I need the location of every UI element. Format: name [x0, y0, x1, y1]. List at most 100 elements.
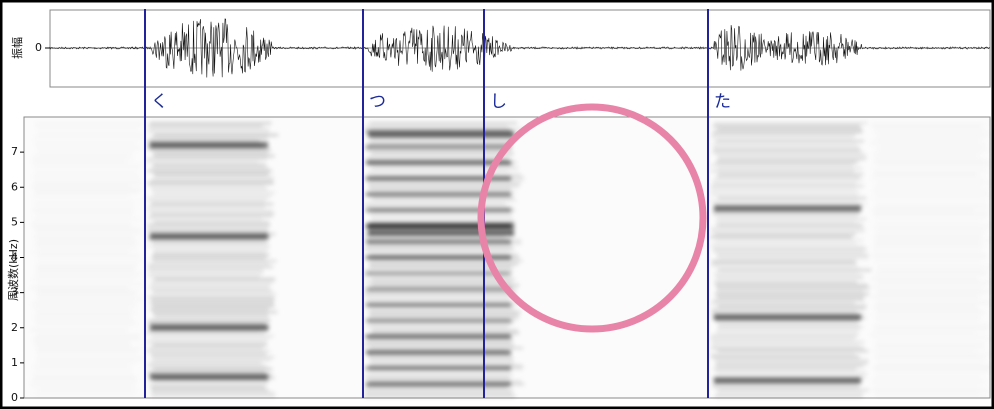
y-tick-label: 0 — [11, 391, 18, 404]
spectral-band — [33, 137, 142, 139]
spectral-band — [35, 230, 140, 232]
spectral-band — [35, 368, 132, 370]
spectral-band — [870, 335, 987, 337]
segment-label: し — [490, 92, 507, 112]
spectral-band — [712, 308, 865, 310]
spectral-band — [716, 284, 868, 286]
spectral-band — [35, 170, 137, 172]
waveform-y-label: 振幅 — [10, 37, 24, 59]
spectral-band — [872, 287, 982, 289]
spectral-band — [37, 362, 136, 364]
spectral-band — [151, 257, 265, 259]
spectral-band — [717, 224, 863, 226]
spectral-band — [34, 245, 135, 247]
y-tick-label: 3 — [11, 286, 18, 299]
spectral-band — [32, 305, 136, 307]
spectral-band — [152, 191, 275, 193]
spectral-band — [365, 248, 514, 250]
spectral-band — [148, 170, 272, 172]
spectral-band — [38, 131, 143, 133]
spectral-band — [31, 251, 129, 253]
spectral-band — [366, 296, 515, 298]
spectral-band — [154, 134, 278, 136]
spectral-band — [36, 275, 140, 277]
spectral-band — [711, 230, 865, 232]
spectral-band — [365, 125, 508, 127]
spectral-band — [370, 140, 512, 142]
spectral-band — [876, 194, 993, 196]
spectral-band — [711, 227, 864, 229]
spectral-band — [38, 281, 143, 283]
spectral-band — [148, 296, 274, 298]
y-tick-label: 6 — [11, 180, 18, 193]
spectral-band — [33, 140, 140, 142]
spectral-band — [368, 290, 515, 292]
spectral-band — [369, 263, 518, 265]
spectral-band — [38, 152, 134, 154]
spectral-band — [717, 323, 858, 325]
spectral-band — [717, 218, 866, 220]
spectral-band — [154, 176, 274, 178]
spectral-band — [371, 332, 519, 334]
spectral-band — [368, 353, 510, 355]
spectral-band — [34, 149, 140, 151]
spectral-band — [877, 233, 984, 235]
spectral-band — [368, 185, 519, 187]
spectral-band — [873, 389, 988, 391]
spectral-band — [716, 320, 858, 322]
spectral-band — [366, 149, 507, 151]
spectral-band — [33, 194, 129, 196]
spectral-band — [711, 311, 856, 313]
spectral-band — [369, 380, 521, 382]
spectral-band — [871, 125, 982, 127]
spectral-band — [873, 275, 984, 277]
spectral-band — [716, 365, 864, 367]
spectral-band — [32, 188, 141, 190]
spectral-band — [151, 356, 274, 358]
spectral-band — [148, 371, 265, 373]
spectral-band — [152, 335, 274, 337]
spectral-band — [716, 161, 858, 163]
spectral-band — [371, 308, 515, 310]
spectral-band — [372, 191, 516, 193]
spectral-band — [38, 254, 139, 256]
spectral-band — [715, 293, 869, 295]
spectral-band — [32, 155, 130, 157]
spectral-band — [148, 320, 270, 322]
spectral-band — [148, 230, 268, 232]
spectral-band — [716, 332, 860, 334]
spectral-band — [870, 209, 975, 211]
spectral-band — [877, 182, 994, 184]
spectral-band — [152, 299, 275, 301]
spectral-band — [371, 257, 519, 259]
spectral-band — [151, 392, 275, 394]
spectral-band — [146, 332, 265, 334]
spectral-band — [149, 347, 263, 349]
spectral-band — [877, 134, 988, 136]
spectral-band — [370, 260, 523, 262]
spectral-band — [154, 173, 269, 175]
formant — [150, 325, 268, 331]
spectral-band — [368, 194, 512, 196]
spectral-band — [148, 263, 269, 265]
spectral-band — [713, 299, 864, 301]
spectral-band — [30, 329, 127, 331]
spectral-band — [878, 311, 985, 313]
spectral-band — [713, 182, 856, 184]
spectral-band — [147, 275, 260, 277]
spectral-band — [372, 329, 518, 331]
spectral-band — [711, 188, 856, 190]
spectral-band — [874, 170, 988, 172]
spectral-band — [871, 350, 977, 352]
spectral-band — [870, 143, 987, 145]
spectral-band — [872, 383, 986, 385]
spectral-band — [36, 179, 140, 181]
spectral-band — [711, 164, 854, 166]
spectral-band — [711, 200, 859, 202]
spectral-band — [874, 365, 992, 367]
spectral-band — [146, 341, 266, 343]
spectral-band — [154, 152, 268, 154]
spectral-band — [876, 239, 993, 241]
spectral-band — [32, 392, 135, 394]
spectral-band — [36, 146, 141, 148]
